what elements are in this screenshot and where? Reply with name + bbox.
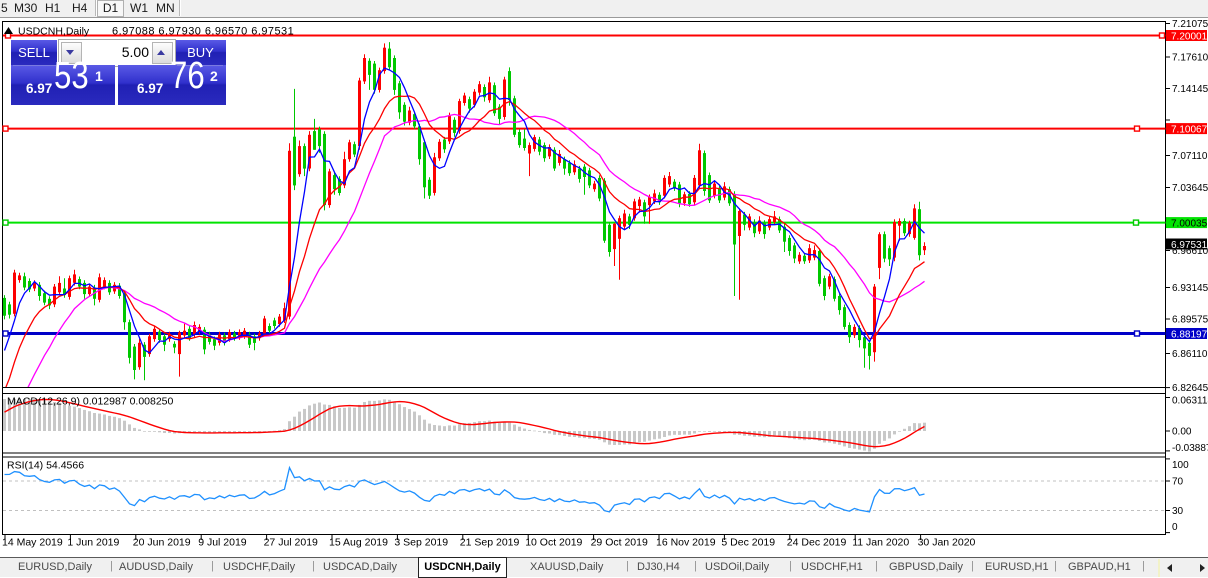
- svg-text:10 Oct 2019: 10 Oct 2019: [525, 537, 582, 549]
- svg-text:MACD(12,26,9) 0.012987 0.00825: MACD(12,26,9) 0.012987 0.008250: [7, 396, 174, 408]
- svg-text:11 Jan 2020: 11 Jan 2020: [852, 537, 909, 549]
- svg-text:29 Oct 2019: 29 Oct 2019: [591, 537, 648, 549]
- svg-text:30 Jan 2020: 30 Jan 2020: [918, 537, 976, 549]
- svg-text:6.82645: 6.82645: [1172, 383, 1208, 394]
- svg-text:1 Jun 2019: 1 Jun 2019: [67, 537, 119, 549]
- svg-text:7.17610: 7.17610: [1172, 53, 1208, 64]
- svg-text:-0.038872: -0.038872: [1172, 443, 1208, 454]
- svg-text:70: 70: [1172, 477, 1184, 488]
- svg-text:0.00: 0.00: [1172, 426, 1192, 437]
- svg-text:7.00035: 7.00035: [1171, 218, 1208, 229]
- svg-text:21 Sep 2019: 21 Sep 2019: [460, 537, 520, 549]
- svg-text:USDCNH,Daily: USDCNH,Daily: [18, 26, 90, 38]
- svg-text:6.97088 6.97930 6.96570 6.9753: 6.97088 6.97930 6.96570 6.97531: [112, 26, 294, 38]
- svg-text:6.86110: 6.86110: [1172, 349, 1208, 360]
- svg-text:RSI(14) 54.4566: RSI(14) 54.4566: [7, 460, 84, 472]
- svg-text:6.97531: 6.97531: [1171, 240, 1208, 251]
- svg-text:3 Sep 2019: 3 Sep 2019: [394, 537, 448, 549]
- svg-text:5 Dec 2019: 5 Dec 2019: [721, 537, 775, 549]
- svg-text:20 Jun 2019: 20 Jun 2019: [133, 537, 191, 549]
- svg-text:7.20001: 7.20001: [1171, 31, 1208, 42]
- svg-text:16 Nov 2019: 16 Nov 2019: [656, 537, 716, 549]
- svg-text:100: 100: [1172, 460, 1189, 471]
- svg-text:7.14145: 7.14145: [1172, 84, 1208, 95]
- svg-text:14 May 2019: 14 May 2019: [2, 537, 63, 549]
- svg-text:24 Dec 2019: 24 Dec 2019: [787, 537, 847, 549]
- svg-text:0: 0: [1172, 522, 1178, 533]
- svg-text:6.93145: 6.93145: [1172, 283, 1208, 294]
- svg-text:9 Jul 2019: 9 Jul 2019: [198, 537, 247, 549]
- svg-text:7.10067: 7.10067: [1171, 124, 1208, 135]
- svg-text:0.063113: 0.063113: [1172, 395, 1208, 406]
- svg-text:30: 30: [1172, 506, 1184, 517]
- svg-text:27 Jul 2019: 27 Jul 2019: [264, 537, 318, 549]
- svg-text:6.96610: 6.96610: [1172, 246, 1208, 257]
- svg-text:6.88197: 6.88197: [1171, 329, 1208, 340]
- svg-text:6.89575: 6.89575: [1172, 315, 1208, 326]
- svg-text:15 Aug 2019: 15 Aug 2019: [329, 537, 388, 549]
- svg-text:7.21075: 7.21075: [1172, 19, 1208, 30]
- svg-text:7.07110: 7.07110: [1172, 151, 1208, 162]
- svg-text:7.03645: 7.03645: [1172, 183, 1208, 194]
